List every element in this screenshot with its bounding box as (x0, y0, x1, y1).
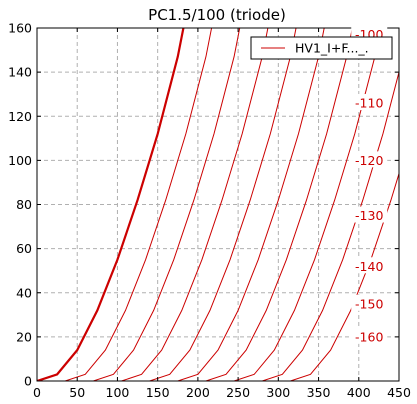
legend-box (250, 36, 393, 60)
x-tick-label: 400 (347, 385, 371, 400)
curve-family-line (64, 28, 213, 381)
plot-frame (36, 27, 400, 382)
curve-label-bg (351, 206, 388, 223)
bold-series-line (37, 28, 185, 381)
y-tick-label: 120 (8, 109, 32, 124)
y-tick-label: 140 (8, 65, 32, 80)
y-tick-label: 20 (16, 329, 32, 344)
legend-label: HV1_I+F..._. (295, 41, 369, 56)
curve-label: -110 (355, 96, 383, 111)
curve-family-line (121, 28, 269, 381)
curve-label: -140 (355, 259, 383, 274)
curve-label-bg (351, 94, 388, 111)
curve-family-line (233, 28, 381, 381)
curve-family-line (205, 28, 353, 381)
chart-title: PC1.5/100 (triode) (148, 6, 286, 24)
y-tick-label: 40 (16, 285, 32, 300)
legend: HV1_I+F..._. (250, 36, 393, 60)
x-tick-label: 100 (106, 385, 130, 400)
curve-label-bg (351, 294, 388, 311)
curve-labels: -100-110-120-130-140-150-160 (351, 25, 388, 344)
curve-family-line (177, 28, 325, 381)
curve-label: -120 (355, 153, 383, 168)
x-tick-label: 250 (226, 385, 250, 400)
y-tick-label: 160 (8, 21, 32, 36)
curve-label-bg (351, 257, 388, 274)
x-tick-label: 50 (69, 385, 85, 400)
y-tick-label: 100 (8, 153, 32, 168)
curve-label-bg (351, 151, 388, 168)
curve-family-line (93, 28, 241, 381)
grid (37, 28, 399, 381)
curve-label-bg (351, 327, 388, 344)
y-tick-label: 80 (16, 197, 32, 212)
axes: 0 50 100 150 200 250 300 350 400 450 0 20 40 60 80 100 1… (8, 21, 411, 401)
x-tick-label: 300 (266, 385, 290, 400)
x-tick-label: 200 (186, 385, 210, 400)
x-tick-label: 150 (146, 385, 170, 400)
y-tick-label: 60 (16, 241, 32, 256)
curve-family-line (262, 70, 399, 381)
y-tick-label: 0 (24, 374, 32, 389)
curve-label: -160 (355, 329, 383, 344)
plot-area (37, 28, 399, 381)
curve-label: -150 (355, 296, 383, 311)
x-tick-label: 350 (307, 385, 331, 400)
x-tick-label: 0 (33, 385, 41, 400)
x-tick-label: 450 (387, 385, 411, 400)
curve-family-line (149, 28, 297, 381)
curve-label: -130 (355, 208, 383, 223)
